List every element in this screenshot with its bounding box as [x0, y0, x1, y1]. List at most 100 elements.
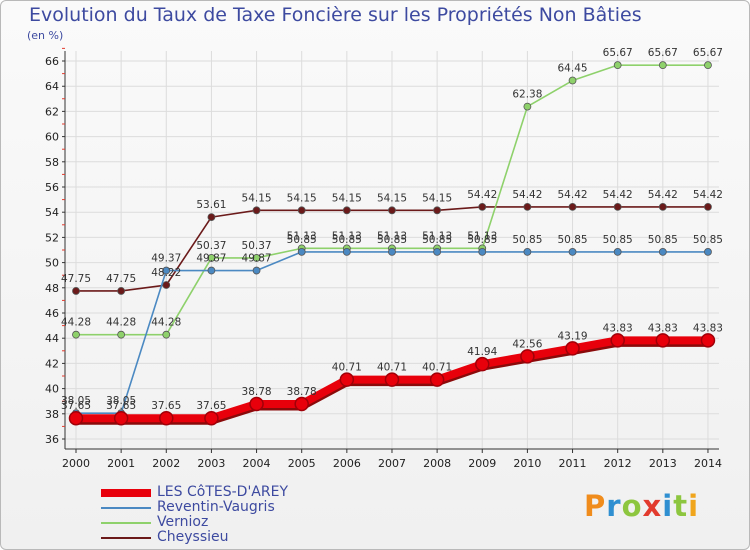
data-point — [113, 410, 129, 426]
data-label: 64.45 — [558, 63, 588, 75]
data-label: 43.19 — [558, 330, 588, 342]
x-tick-label: 2011 — [559, 457, 587, 470]
data-label: 50.85 — [648, 234, 678, 246]
data-point — [433, 247, 442, 256]
x-tick-label: 2012 — [604, 457, 632, 470]
axes: 36 38 40 42 44 46 48 50 52 54 56 58 60 62 64 66 2000 2001… — [45, 47, 722, 470]
data-point — [523, 203, 532, 211]
data-point — [339, 372, 355, 387]
y-tick-label: 48 — [45, 282, 59, 295]
y-tick-label: 54 — [45, 206, 59, 219]
data-point — [704, 247, 712, 256]
legend-swatch — [101, 489, 151, 497]
data-label: 54.15 — [332, 192, 362, 204]
data-label: 38.05 — [61, 395, 91, 407]
x-tick-label: 2001 — [107, 457, 135, 470]
y-tick-label: 66 — [45, 55, 59, 68]
data-point — [613, 247, 622, 256]
data-label: 65.67 — [603, 47, 633, 59]
data-label: 54.15 — [422, 192, 452, 204]
data-label: 44.28 — [61, 317, 91, 329]
data-point — [610, 333, 625, 348]
data-label: 54.15 — [242, 192, 272, 204]
y-unit-label: (en %) — [27, 29, 64, 42]
data-point — [429, 372, 445, 387]
data-label: 50.85 — [512, 234, 542, 246]
data-label: 40.71 — [332, 362, 362, 374]
data-point — [658, 203, 667, 211]
data-point — [252, 254, 261, 262]
y-tick-label: 58 — [45, 156, 59, 169]
brand-letter: P — [584, 489, 607, 523]
x-tick-label: 2014 — [694, 457, 722, 470]
data-point — [384, 372, 400, 387]
brand-logo: Proxiti — [584, 489, 699, 523]
data-label: 38.05 — [106, 395, 136, 407]
data-label: 50.85 — [422, 234, 452, 246]
data-label: 47.75 — [61, 273, 91, 285]
y-tick-label: 60 — [45, 131, 59, 144]
legend-swatch — [101, 507, 151, 509]
data-point — [162, 330, 171, 339]
y-tick-label: 40 — [45, 383, 59, 396]
data-point — [523, 102, 532, 111]
data-point — [294, 396, 309, 412]
data-label: 54.15 — [377, 192, 407, 204]
data-label: 65.67 — [693, 47, 723, 59]
data-label: 43.83 — [693, 322, 723, 334]
y-tick-label: 38 — [45, 408, 59, 421]
data-point — [204, 410, 219, 426]
series-lines — [68, 61, 716, 426]
x-tick-label: 2010 — [513, 457, 541, 470]
data-label: 50.85 — [467, 234, 497, 246]
data-point — [388, 206, 396, 215]
data-label: 40.71 — [377, 362, 407, 374]
data-label: 51.13 — [422, 230, 452, 242]
brand-letter: i — [688, 489, 700, 523]
data-point — [568, 203, 577, 211]
x-tick-label: 2008 — [423, 457, 451, 470]
data-label: 65.67 — [648, 47, 678, 59]
data-label: 40.71 — [422, 362, 452, 374]
chart-title: Evolution du Taux de Taxe Foncière sur l… — [29, 4, 642, 26]
data-label: 54.42 — [603, 189, 633, 201]
data-point — [252, 206, 261, 215]
data-point — [207, 213, 216, 222]
data-label: 50.85 — [558, 234, 588, 246]
data-label: 37.65 — [106, 400, 136, 412]
data-label: 49.87 — [242, 253, 272, 265]
y-tick-label: 46 — [45, 307, 59, 320]
data-label: 48.22 — [151, 267, 181, 279]
legend-label: LES CôTES-D'AREY — [157, 484, 288, 500]
x-tick-label: 2004 — [243, 457, 271, 470]
x-tick-label: 2005 — [288, 457, 316, 470]
data-point — [207, 266, 216, 275]
data-label: 51.13 — [332, 230, 362, 242]
x-tick-label: 2000 — [62, 457, 90, 470]
legend-label: Cheyssieu — [157, 529, 229, 545]
data-label: 50.85 — [693, 234, 723, 246]
data-point — [700, 333, 716, 348]
data-label: 50.85 — [287, 234, 317, 246]
legend-label: Reventin-Vaugris — [157, 499, 275, 515]
data-label: 44.28 — [106, 317, 136, 329]
y-tick-label: 36 — [45, 433, 59, 446]
data-point — [704, 203, 712, 211]
x-tick-label: 2006 — [333, 457, 361, 470]
data-point — [342, 206, 351, 215]
data-point — [478, 247, 487, 256]
data-point — [252, 266, 261, 275]
data-label: 50.37 — [196, 240, 226, 252]
brand-letter: o — [621, 489, 643, 523]
data-point — [655, 333, 671, 348]
data-label: 54.42 — [648, 189, 678, 201]
data-point — [613, 203, 622, 211]
data-label: 47.75 — [106, 273, 136, 285]
data-point — [117, 287, 126, 295]
brand-letter: i — [662, 489, 674, 523]
data-label: 41.94 — [467, 346, 497, 358]
data-label: 50.37 — [242, 240, 272, 252]
y-tick-label: 44 — [45, 332, 59, 345]
data-label: 54.42 — [512, 189, 542, 201]
data-label: 38.78 — [287, 386, 317, 398]
